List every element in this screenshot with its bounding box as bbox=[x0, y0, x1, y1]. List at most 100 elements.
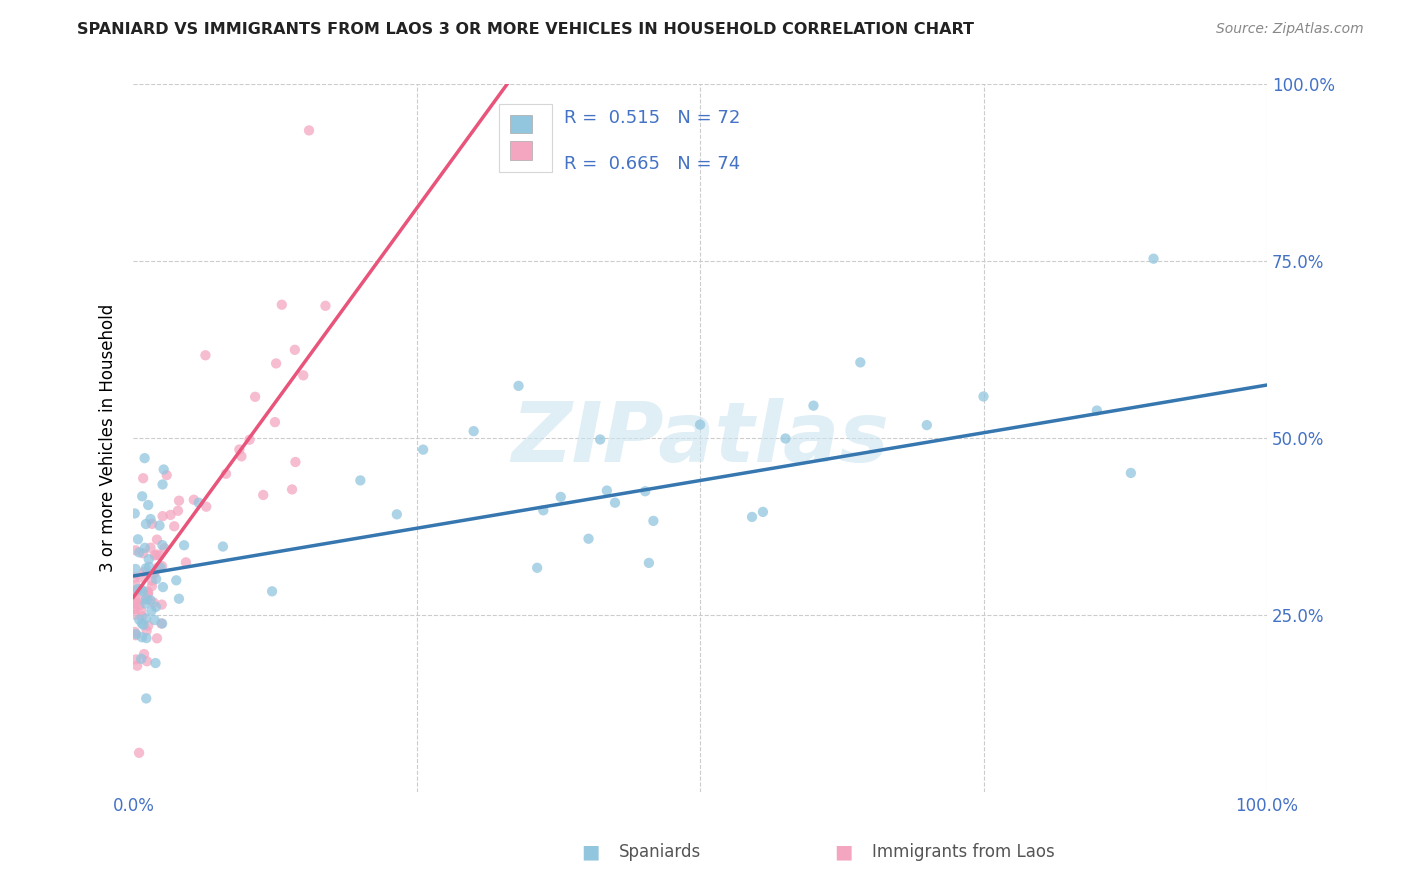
Point bbox=[849, 355, 872, 369]
Point bbox=[145, 656, 167, 670]
Point bbox=[298, 123, 321, 137]
Point bbox=[134, 541, 156, 555]
Point bbox=[146, 632, 169, 646]
Point bbox=[412, 442, 434, 457]
Point bbox=[141, 516, 163, 531]
Point bbox=[264, 356, 287, 370]
Point bbox=[135, 592, 157, 607]
Point bbox=[526, 561, 548, 575]
Point bbox=[139, 512, 162, 526]
Point bbox=[132, 471, 155, 485]
Point bbox=[603, 496, 626, 510]
Point bbox=[148, 549, 170, 563]
Point bbox=[135, 611, 157, 625]
Point bbox=[270, 298, 292, 312]
Point bbox=[141, 604, 163, 618]
Point bbox=[138, 559, 160, 574]
Point bbox=[136, 587, 159, 601]
Point bbox=[146, 560, 169, 574]
Point bbox=[127, 585, 149, 599]
Point bbox=[132, 546, 155, 560]
Legend: , : , bbox=[499, 104, 551, 171]
Point bbox=[1085, 403, 1108, 417]
Point bbox=[260, 584, 283, 599]
Point bbox=[634, 484, 657, 499]
Point bbox=[129, 570, 152, 584]
Point bbox=[167, 493, 190, 508]
Point bbox=[156, 468, 179, 483]
Point bbox=[167, 591, 190, 606]
Point bbox=[741, 510, 763, 524]
Point bbox=[238, 433, 260, 447]
Point bbox=[124, 607, 146, 622]
Point bbox=[124, 578, 146, 592]
Point bbox=[284, 455, 307, 469]
Point bbox=[128, 599, 150, 613]
Point bbox=[589, 433, 612, 447]
Point bbox=[145, 572, 167, 586]
Point bbox=[152, 477, 174, 491]
Point bbox=[150, 559, 173, 574]
Point bbox=[314, 299, 336, 313]
Point bbox=[973, 389, 995, 403]
Point bbox=[136, 654, 159, 668]
Point bbox=[124, 624, 146, 639]
Point bbox=[124, 586, 146, 600]
Point bbox=[284, 343, 307, 357]
Point bbox=[139, 593, 162, 607]
Point bbox=[127, 533, 149, 547]
Point bbox=[127, 658, 149, 673]
Point bbox=[150, 616, 173, 631]
Point bbox=[638, 556, 661, 570]
Point bbox=[135, 516, 157, 531]
Point bbox=[143, 548, 166, 562]
Point bbox=[385, 508, 408, 522]
Point bbox=[152, 580, 174, 594]
Point bbox=[1119, 466, 1142, 480]
Point bbox=[134, 565, 156, 579]
Point bbox=[228, 442, 250, 457]
Point bbox=[124, 562, 146, 576]
Point bbox=[128, 613, 150, 627]
Point bbox=[134, 597, 156, 611]
Point bbox=[463, 424, 485, 438]
Point bbox=[167, 504, 190, 518]
Point bbox=[124, 507, 146, 521]
Point bbox=[183, 492, 205, 507]
Point bbox=[131, 489, 153, 503]
Point bbox=[643, 514, 665, 528]
Point bbox=[152, 462, 174, 476]
Point bbox=[136, 498, 159, 512]
Point bbox=[163, 519, 186, 533]
Point bbox=[578, 532, 600, 546]
Point bbox=[129, 652, 152, 666]
Point bbox=[125, 596, 148, 610]
Point bbox=[150, 598, 173, 612]
Point bbox=[146, 533, 169, 547]
Point bbox=[148, 518, 170, 533]
Point bbox=[149, 560, 172, 574]
Point bbox=[134, 451, 156, 466]
Point bbox=[150, 616, 173, 631]
Point bbox=[531, 503, 554, 517]
Point bbox=[135, 561, 157, 575]
Point bbox=[143, 613, 166, 627]
Point bbox=[349, 474, 371, 488]
Point bbox=[243, 390, 266, 404]
Point bbox=[124, 602, 146, 616]
Point bbox=[550, 490, 572, 504]
Point bbox=[136, 584, 159, 599]
Point bbox=[136, 585, 159, 599]
Point bbox=[128, 746, 150, 760]
Point bbox=[132, 618, 155, 632]
Point bbox=[124, 596, 146, 610]
Point bbox=[131, 630, 153, 644]
Y-axis label: 3 or more Vehicles in Household: 3 or more Vehicles in Household bbox=[100, 304, 117, 572]
Point bbox=[150, 538, 173, 552]
Point bbox=[915, 418, 938, 433]
Point bbox=[292, 368, 315, 383]
Point bbox=[124, 543, 146, 558]
Point bbox=[153, 541, 176, 556]
Point bbox=[281, 483, 304, 497]
Point bbox=[231, 450, 253, 464]
